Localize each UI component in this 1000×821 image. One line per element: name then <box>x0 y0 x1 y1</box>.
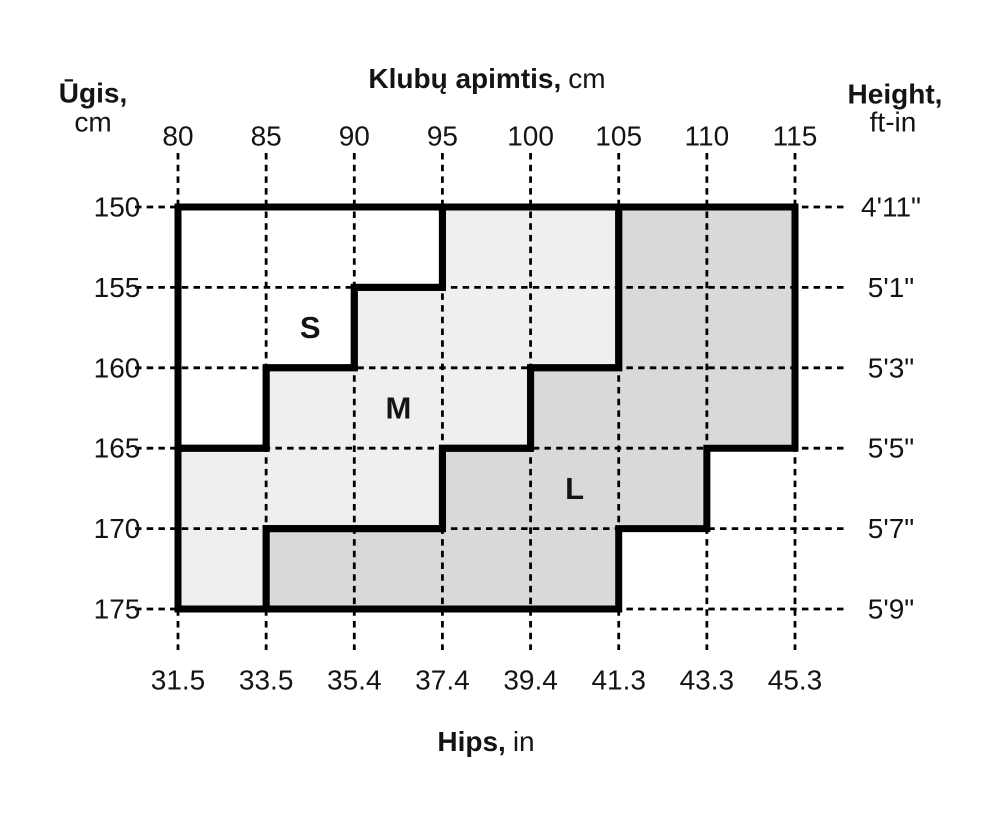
bottom-tick-33.5: 33.5 <box>239 665 294 696</box>
left-tick-155: 155 <box>94 272 141 303</box>
left-axis-title: Ūgis, <box>59 78 127 109</box>
top-tick-105: 105 <box>595 121 642 152</box>
size-region-label-L: L <box>565 471 584 506</box>
left-tick-160: 160 <box>94 352 141 383</box>
bottom-tick-45.3: 45.3 <box>768 665 823 696</box>
size-region-fills <box>178 207 796 609</box>
top-tick-85: 85 <box>251 121 282 152</box>
left-tick-150: 150 <box>94 192 141 223</box>
bottom-axis-title-main: Hips, <box>437 726 505 757</box>
top-axis-title: Klubų apimtis, cm <box>368 63 605 94</box>
right-tick-5'7": 5'7" <box>868 513 914 544</box>
size-region-S <box>178 207 443 449</box>
top-tick-95: 95 <box>427 121 458 152</box>
top-tick-110: 110 <box>685 121 730 152</box>
bottom-tick-35.4: 35.4 <box>327 665 382 696</box>
bottom-tick-31.5: 31.5 <box>151 665 206 696</box>
top-axis-title-unit: cm <box>568 63 605 94</box>
left-tick-165: 165 <box>94 433 141 464</box>
top-axis-title-main: Klubų apimtis, <box>368 63 561 94</box>
bottom-tick-41.3: 41.3 <box>591 665 646 696</box>
right-axis-title: Height, <box>848 79 943 110</box>
size-region-outline-L <box>262 203 799 613</box>
top-tick-80: 80 <box>162 121 193 152</box>
size-region-labels: S M L <box>300 310 584 506</box>
top-tick-90: 90 <box>339 121 370 152</box>
bottom-tick-37.4: 37.4 <box>415 665 470 696</box>
size-region-M <box>178 207 619 609</box>
axis-tick-labels: 80 85 90 95 100 105 110 115 31.5 33.5 35.4 37.4 39.4… <box>94 121 921 696</box>
top-tick-115: 115 <box>773 121 818 152</box>
bottom-axis-title-unit: in <box>513 726 535 757</box>
right-tick-5'9": 5'9" <box>868 594 914 625</box>
right-tick-5'3": 5'3" <box>868 352 914 383</box>
right-axis-title-unit: ft-in <box>870 107 917 138</box>
left-tick-175: 175 <box>94 594 141 625</box>
bottom-axis-title: Hips, in <box>437 726 534 757</box>
right-tick-5'1": 5'1" <box>868 272 914 303</box>
left-tick-170: 170 <box>94 513 141 544</box>
top-tick-100: 100 <box>507 121 554 152</box>
size-region-outlines <box>174 203 799 613</box>
bottom-tick-39.4: 39.4 <box>503 665 558 696</box>
right-tick-5'5": 5'5" <box>868 433 914 464</box>
size-region-label-S: S <box>300 310 321 345</box>
left-axis-title-unit: cm <box>74 107 111 138</box>
right-tick-4'11": 4'11" <box>861 192 921 223</box>
bottom-tick-43.3: 43.3 <box>680 665 735 696</box>
size-region-label-M: M <box>385 391 411 426</box>
